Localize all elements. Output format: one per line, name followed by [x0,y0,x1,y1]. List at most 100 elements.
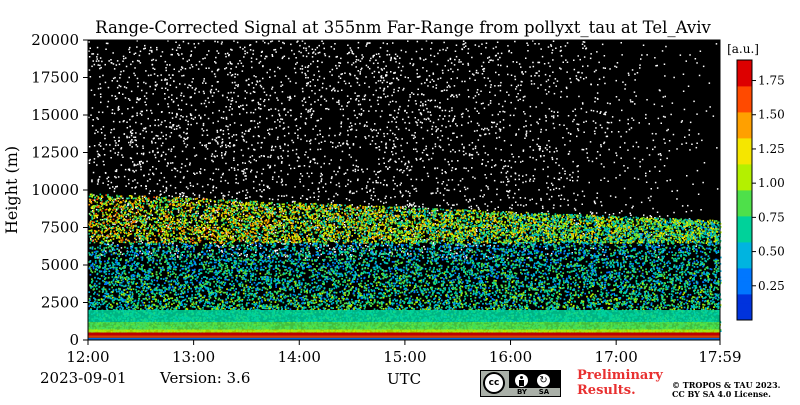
noise-speckle [245,197,247,199]
noise-speckle [296,41,298,43]
noise-speckle [556,80,559,82]
noise-speckle [575,199,577,201]
noise-speckle [679,54,682,56]
noise-speckle [443,217,446,219]
noise-speckle [193,233,195,235]
noise-speckle [152,67,154,70]
noise-speckle [383,67,385,70]
noise-speckle [105,143,108,146]
noise-speckle [338,142,340,144]
noise-speckle [246,191,249,194]
noise-speckle [177,211,180,213]
elevated-layer-speckle [506,224,509,226]
noise-speckle [268,133,271,136]
noise-speckle [262,87,265,90]
elevated-layer-speckle [456,232,458,234]
noise-speckle [536,121,538,123]
noise-speckle [600,163,603,165]
noise-speckle [212,112,214,114]
noise-speckle [135,186,137,188]
noise-speckle [193,194,196,196]
noise-speckle [527,257,529,259]
noise-speckle [197,42,200,45]
noise-speckle [200,117,202,120]
noise-speckle [456,136,458,138]
noise-speckle [138,238,141,240]
noise-speckle [161,154,163,156]
noise-speckle [458,149,461,152]
noise-speckle [321,40,323,42]
noise-speckle [349,129,352,131]
noise-speckle [386,126,388,129]
elevated-layer-speckle [199,226,202,228]
noise-speckle [226,96,228,99]
noise-speckle [385,147,388,149]
noise-speckle [311,48,314,50]
noise-speckle [659,153,662,155]
noise-speckle [243,228,246,231]
noise-speckle [400,182,402,184]
elevated-layer-speckle [404,231,406,233]
noise-speckle [373,253,375,255]
noise-speckle [463,43,465,45]
noise-speckle [392,140,395,142]
noise-speckle [549,151,551,153]
noise-speckle [117,154,119,156]
noise-speckle [218,246,220,248]
noise-speckle [110,157,112,159]
noise-speckle [357,41,360,44]
noise-speckle [242,48,244,50]
noise-speckle [372,55,375,57]
noise-speckle [668,150,671,152]
noise-speckle [295,118,298,120]
noise-speckle [601,126,603,129]
noise-speckle [136,97,139,99]
noise-speckle [306,256,309,258]
noise-speckle [437,136,439,139]
noise-speckle [171,48,174,51]
noise-speckle [421,151,424,154]
noise-speckle [406,200,409,202]
noise-speckle [547,253,549,255]
noise-speckle [255,83,257,86]
noise-speckle [114,76,116,79]
noise-speckle [197,68,200,70]
elevated-layer-speckle [508,219,510,222]
noise-speckle [377,181,379,184]
noise-speckle [197,253,199,255]
noise-speckle [199,172,202,175]
noise-speckle [292,149,294,152]
noise-speckle [627,118,629,121]
noise-speckle [451,94,453,96]
noise-speckle [249,156,251,158]
noise-speckle [485,42,488,44]
noise-speckle [340,57,342,60]
noise-speckle [603,166,605,168]
elevated-layer-speckle [374,210,376,212]
noise-speckle [577,79,579,81]
noise-speckle [411,111,414,113]
noise-speckle [344,172,347,174]
noise-speckle [394,183,396,185]
elevated-layer-speckle [440,229,443,232]
elevated-layer-speckle [155,221,158,224]
noise-speckle [493,121,496,124]
noise-speckle [255,190,258,192]
noise-speckle [340,248,343,250]
noise-speckle [442,181,445,183]
noise-speckle [271,88,273,90]
noise-speckle [484,133,486,136]
noise-speckle [375,181,378,184]
noise-speckle [494,164,497,166]
noise-speckle [188,84,190,86]
noise-speckle [398,243,400,246]
noise-speckle [112,186,114,188]
noise-speckle [703,162,706,164]
noise-speckle [379,170,382,172]
noise-speckle [187,209,189,212]
noise-speckle [383,93,385,95]
noise-speckle [512,156,515,158]
noise-speckle [349,47,352,49]
noise-speckle [96,164,98,166]
noise-speckle [557,111,559,113]
